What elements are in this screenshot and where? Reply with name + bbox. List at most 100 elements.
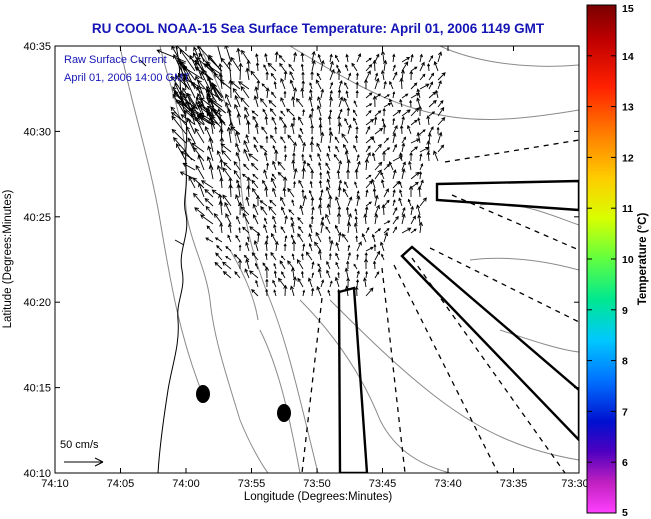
current-vector bbox=[302, 141, 307, 153]
current-vector bbox=[299, 127, 304, 135]
current-vector bbox=[416, 88, 421, 99]
current-vector bbox=[192, 192, 205, 207]
current-vector bbox=[325, 213, 331, 225]
current-vector bbox=[320, 131, 325, 144]
current-vector bbox=[283, 144, 287, 153]
bathymetry-contours bbox=[119, 46, 579, 473]
current-vector bbox=[356, 270, 360, 279]
current-vector bbox=[189, 54, 199, 71]
current-vector bbox=[328, 131, 334, 144]
current-vector bbox=[218, 62, 223, 81]
current-vector bbox=[227, 234, 232, 243]
current-vector bbox=[409, 99, 413, 108]
current-vector bbox=[373, 116, 378, 126]
current-vector bbox=[284, 235, 288, 243]
current-vector bbox=[272, 215, 277, 225]
current-vector bbox=[346, 168, 350, 179]
current-vector bbox=[317, 53, 322, 63]
current-vector bbox=[365, 57, 372, 63]
current-vector bbox=[433, 60, 439, 72]
current-vector bbox=[232, 87, 241, 99]
current-vector bbox=[291, 239, 297, 251]
current-vector bbox=[206, 60, 218, 76]
current-vector bbox=[328, 126, 332, 135]
current-vector bbox=[245, 258, 250, 270]
current-vector bbox=[190, 81, 203, 95]
current-vector bbox=[238, 258, 242, 270]
current-vector bbox=[311, 272, 315, 279]
current-vector bbox=[190, 108, 206, 117]
current-vector bbox=[374, 213, 379, 225]
current-vector bbox=[185, 101, 198, 121]
current-vector bbox=[344, 267, 349, 279]
current-vector bbox=[315, 79, 322, 90]
current-vector bbox=[200, 97, 217, 111]
current-vector bbox=[437, 72, 446, 81]
current-vector bbox=[308, 96, 313, 108]
current-vector bbox=[246, 236, 250, 243]
current-vector bbox=[170, 112, 187, 124]
current-vector bbox=[309, 154, 313, 162]
current-vector bbox=[213, 212, 223, 225]
current-vector bbox=[335, 241, 340, 252]
current-vector bbox=[262, 179, 268, 189]
current-vector bbox=[234, 103, 241, 117]
current-vector bbox=[417, 185, 422, 198]
current-vector bbox=[245, 196, 250, 207]
current-vector bbox=[293, 87, 298, 99]
current-vector bbox=[365, 125, 371, 135]
current-vector bbox=[365, 70, 371, 81]
current-vector bbox=[272, 279, 277, 288]
x-tick-label: 73:30 bbox=[561, 478, 589, 490]
current-vector bbox=[410, 171, 420, 180]
current-vector bbox=[301, 71, 305, 80]
current-vector bbox=[298, 225, 304, 234]
current-vector bbox=[222, 270, 232, 279]
current-vector bbox=[344, 285, 349, 297]
current-vector bbox=[300, 63, 304, 72]
colorbar-tick-label: 5 bbox=[622, 507, 628, 519]
current-vector bbox=[271, 232, 277, 243]
current-vector bbox=[226, 126, 232, 144]
current-vector bbox=[207, 145, 214, 162]
current-vector bbox=[410, 82, 418, 90]
current-vector bbox=[280, 110, 286, 117]
current-vector bbox=[316, 285, 322, 297]
current-vector bbox=[374, 93, 382, 99]
current-vector bbox=[206, 85, 217, 103]
current-vector bbox=[227, 60, 232, 81]
current-vector bbox=[392, 109, 402, 117]
current-vector bbox=[234, 271, 241, 279]
current-vector bbox=[210, 99, 227, 114]
current-vector bbox=[374, 271, 380, 279]
current-vector bbox=[308, 189, 313, 198]
current-vector bbox=[361, 233, 367, 243]
current-vector bbox=[353, 100, 358, 108]
current-vector bbox=[307, 277, 313, 288]
current-vector bbox=[250, 70, 259, 81]
current-vector bbox=[341, 133, 349, 144]
current-vector bbox=[242, 226, 250, 234]
current-vector bbox=[277, 171, 286, 180]
current-vector bbox=[264, 52, 268, 63]
current-vector bbox=[228, 121, 234, 135]
current-vector bbox=[252, 115, 259, 126]
current-vector bbox=[418, 105, 423, 117]
current-vector bbox=[365, 270, 369, 279]
current-vector bbox=[356, 53, 362, 63]
current-vector bbox=[293, 51, 298, 63]
current-vector bbox=[383, 59, 388, 72]
current-vector bbox=[316, 142, 322, 153]
current-vector bbox=[327, 145, 331, 153]
current-vector bbox=[328, 252, 332, 261]
current-vector bbox=[279, 116, 286, 126]
current-vector bbox=[238, 81, 250, 90]
current-vector bbox=[216, 164, 223, 180]
current-vector bbox=[354, 285, 359, 297]
current-vector bbox=[437, 51, 443, 63]
current-vector bbox=[283, 90, 287, 98]
current-vector bbox=[344, 181, 349, 189]
current-vector bbox=[305, 251, 313, 261]
current-vector bbox=[374, 77, 380, 90]
current-vector bbox=[270, 251, 277, 261]
